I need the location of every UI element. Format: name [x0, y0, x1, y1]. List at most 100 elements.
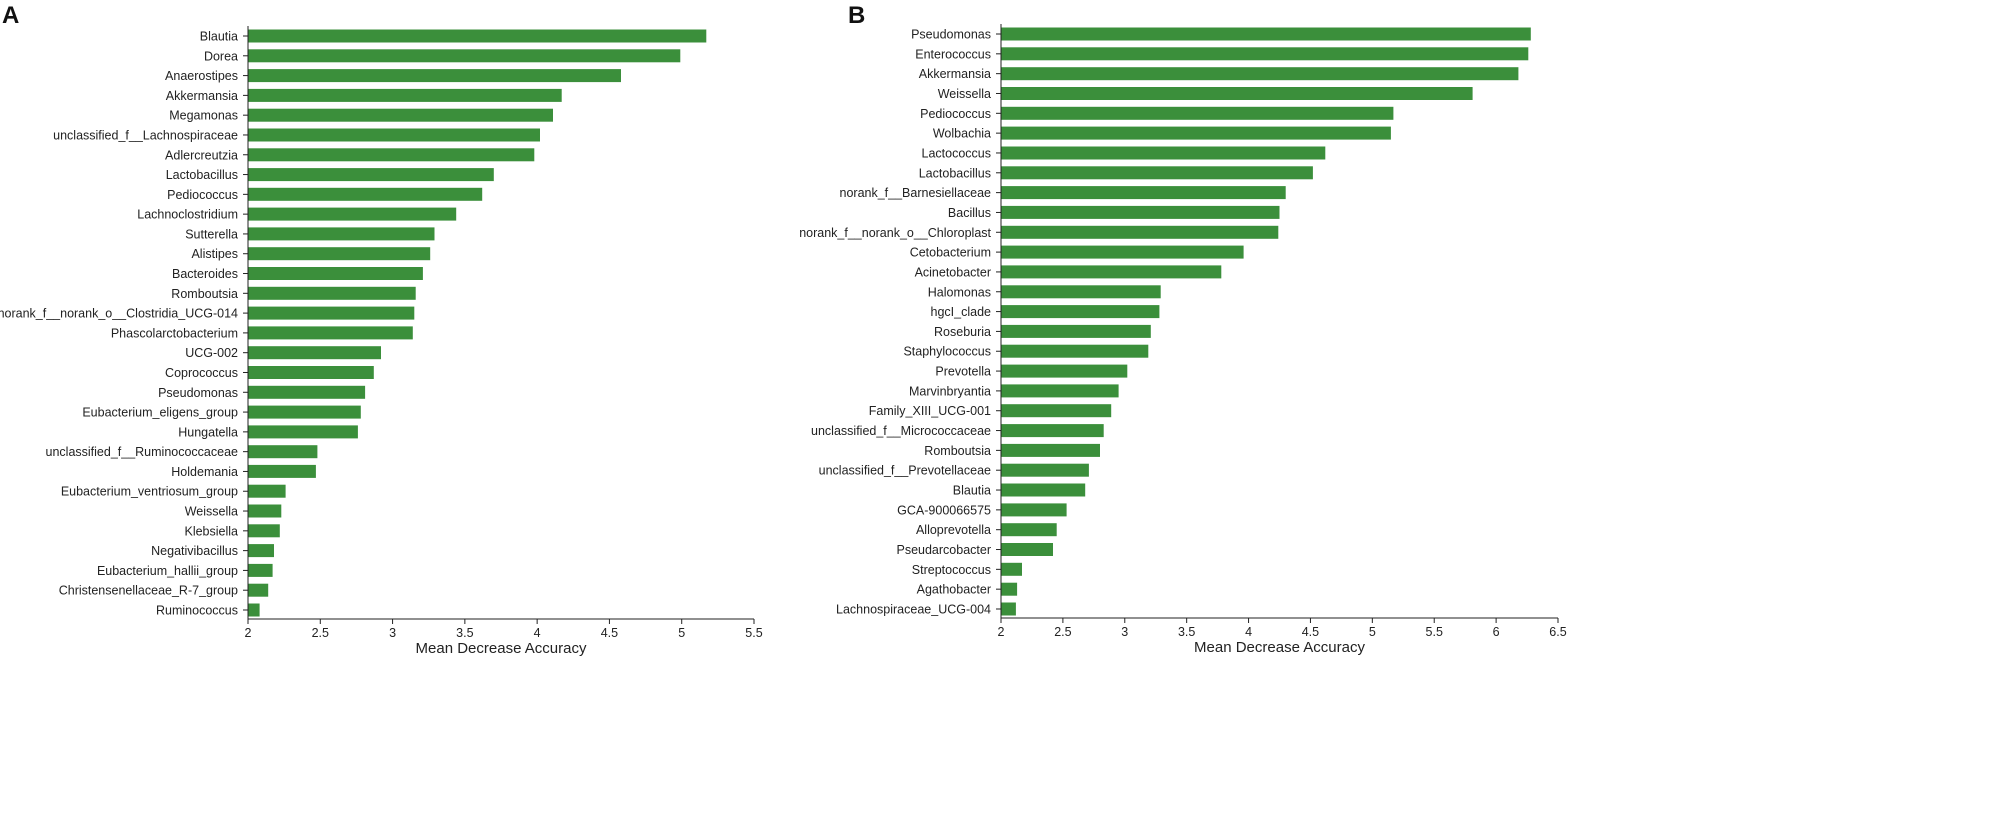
chart-b-x-tick-label: 3.5: [1178, 625, 1195, 639]
chart-a-bar: [248, 346, 381, 360]
chart-b-category-label: Family_XIII_UCG-001: [869, 404, 991, 418]
chart-a-category-label: Akkermansia: [166, 89, 238, 103]
chart-b-bar: [1001, 483, 1086, 497]
chart-a-bar: [248, 524, 280, 538]
chart-a-category-label: Romboutsia: [171, 287, 238, 301]
chart-b-bar: [1001, 562, 1022, 576]
chart-a-bar: [248, 108, 553, 122]
chart-a-category-label: Klebsiella: [184, 524, 238, 538]
chart-b-category-label: Agathobacter: [917, 583, 991, 597]
chart-b-bar: [1001, 285, 1161, 299]
chart-b-bar: [1001, 87, 1473, 100]
chart-a-x-tick-label: 2: [245, 626, 252, 640]
chart-b-bar: [1001, 67, 1519, 81]
chart-a-category-label: unclassified_f__Lachnospiraceae: [53, 129, 238, 143]
chart-b-category-label: Cetobacterium: [910, 246, 991, 260]
chart-b-category-label: Marvinbryantia: [909, 384, 991, 398]
chart-a-bar: [248, 267, 423, 280]
chart-a-bar: [248, 128, 540, 142]
chart-b-category-label: Alloprevotella: [916, 523, 991, 537]
chart-a-category-label: Coprococcus: [165, 366, 238, 380]
panel-label-b: B: [848, 2, 866, 29]
chart-b-bar: [1001, 503, 1067, 517]
chart-b-x-tick-label: 4.5: [1302, 625, 1319, 639]
chart-a-bar: [248, 286, 416, 300]
chart-b-category-label: unclassified_f__Micrococcaceae: [811, 424, 991, 438]
chart-b-bar: [1001, 146, 1326, 160]
chart-b-category-label: Streptococcus: [912, 563, 991, 577]
chart-a-x-tick-label: 3.5: [456, 626, 473, 640]
chart-b-bar: [1001, 245, 1244, 259]
chart-a-category-label: Pediococcus: [167, 188, 238, 202]
chart-a-x-tick-label: 4: [534, 626, 541, 640]
chart-b-x-tick-label: 5: [1369, 625, 1376, 639]
chart-a-x-tick-label: 2.5: [312, 626, 329, 640]
chart-b-category-label: Wolbachia: [933, 127, 991, 141]
chart-b-bar: [1001, 543, 1053, 556]
chart-b-bar: [1001, 305, 1160, 319]
chart-b-bar: [1001, 364, 1128, 378]
chart-a-bar: [248, 69, 621, 83]
chart-b-category-label: Pseudarcobacter: [896, 543, 991, 557]
panel-label-a: A: [2, 2, 20, 29]
chart-b-bar: [1001, 106, 1394, 120]
chart-a-category-label: Eubacterium_ventriosum_group: [61, 485, 238, 499]
chart-b-x-tick-label: 2.5: [1054, 625, 1071, 639]
chart-a-category-label: unclassified_f__Ruminococcaceae: [46, 445, 239, 459]
chart-a-category-label: Bacteroides: [172, 267, 238, 281]
chart-b-category-label: Bacillus: [948, 206, 991, 220]
chart-b-bar: [1001, 523, 1057, 537]
chart-b-bar: [1001, 225, 1279, 239]
chart-a-category-label: Dorea: [204, 49, 238, 63]
chart-b-category-label: GCA-900066575: [897, 503, 991, 517]
chart-b-x-tick-label: 3: [1121, 625, 1128, 639]
chart-a-bar: [248, 88, 562, 102]
chart-a-bar: [248, 563, 273, 577]
chart-a-x-tick-label: 5: [678, 626, 685, 640]
chart-a-bar: [248, 168, 494, 182]
chart-b-bar: [1001, 344, 1149, 358]
chart-b-bar: [1001, 126, 1391, 140]
chart-b-bar: [1001, 404, 1112, 418]
chart-b-category-label: Lactobacillus: [919, 166, 991, 180]
chart-a-bar: [248, 29, 707, 43]
chart-a-bar: [248, 49, 681, 63]
chart-a-category-label: Hungatella: [178, 425, 238, 439]
chart-b-category-label: Prevotella: [935, 365, 991, 379]
chart-b-category-label: Roseburia: [934, 325, 991, 339]
chart-a-category-label: UCG-002: [185, 346, 238, 360]
chart-b-bar: [1001, 384, 1119, 398]
chart-a-category-label: Blautia: [200, 30, 238, 44]
chart-b-bar: [1001, 265, 1222, 279]
chart-a-bar: [248, 544, 274, 558]
chart-b-bar: [1001, 424, 1104, 438]
chart-b-bar: [1001, 205, 1280, 219]
chart-b-x-tick-label: 6: [1493, 625, 1500, 639]
chart-b-x-tick-label: 5.5: [1426, 625, 1443, 639]
chart-a-category-label: Sutterella: [185, 227, 238, 241]
chart-a-x-tick-label: 5.5: [745, 626, 762, 640]
chart-a-category-label: Ruminococcus: [156, 604, 238, 618]
chart-b-category-label: Acinetobacter: [915, 265, 991, 279]
chart-b-x-axis-title: Mean Decrease Accuracy: [1194, 639, 1365, 656]
chart-a-x-tick-label: 4.5: [601, 626, 618, 640]
chart-a-bar: [248, 445, 318, 459]
chart-a-bar: [248, 247, 431, 261]
chart-b-category-label: Blautia: [953, 484, 991, 498]
chart-a-category-label: Lachnoclostridium: [137, 208, 238, 222]
chart-a-bar: [248, 306, 415, 320]
chart-a-x-axis-title: Mean Decrease Accuracy: [416, 640, 587, 657]
chart-a-bar: [248, 207, 457, 221]
chart-b-category-label: Akkermansia: [919, 67, 991, 81]
chart-b-category-label: Romboutsia: [924, 444, 991, 458]
chart-b-category-label: hgcI_clade: [931, 305, 992, 319]
chart-a-bar: [248, 504, 282, 518]
chart-a-bar: [248, 425, 358, 439]
chart-b-category-label: unclassified_f__Prevotellaceae: [819, 464, 991, 478]
chart-a-x-tick-label: 3: [389, 626, 396, 640]
chart-b-category-label: Weissella: [938, 87, 991, 101]
chart-b-bar: [1001, 47, 1529, 61]
chart-b-bar: [1001, 166, 1313, 180]
chart-a-bar: [248, 583, 269, 597]
